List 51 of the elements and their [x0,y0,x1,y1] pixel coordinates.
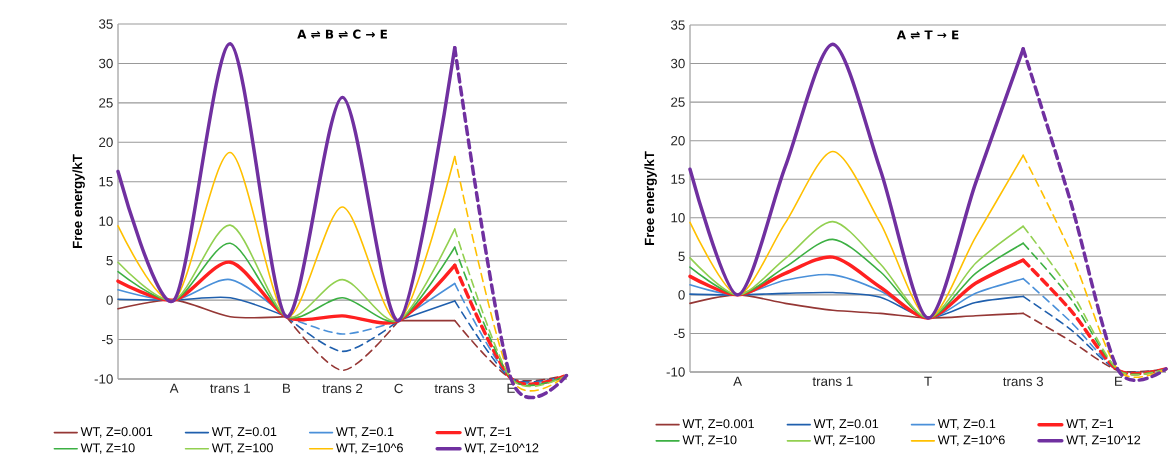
y-tick-label: 25 [671,97,685,107]
x-tick-label: C [394,383,403,394]
y-tick-label: 25 [99,98,113,108]
legend-label: WT, Z=1 [1066,419,1114,430]
x-tick-label: T [924,376,932,386]
legend-label: WT, Z=0.01 [813,419,879,430]
y-tick-label: 20 [99,137,113,148]
y-axis-title: Free energy/kT [72,154,85,249]
y-tick-label: -10 [94,374,113,384]
y-tick-label: 30 [670,58,685,69]
y-tick-label: 15 [671,174,685,184]
y-tick-label: 15 [99,177,113,187]
legend-label: WT, Z=100 [813,435,875,446]
y-tick-label: 30 [98,58,113,69]
legend-label: WT, Z=10^12 [1066,435,1141,446]
legend-label: WT, Z=0.001 [80,427,153,438]
x-tick-label: trans 1 [812,376,853,386]
x-tick-label: A [169,383,179,393]
y-tick-label: -5 [102,334,113,345]
y-tick-label: 35 [670,20,685,30]
y-tick-label: 0 [678,290,685,300]
chart-title: A ⇌ B ⇌ C → E [297,29,387,39]
y-tick-label: 35 [98,19,113,29]
x-tick-label: trans 3 [434,383,475,394]
x-tick-label: trans 3 [1003,376,1043,387]
legend-label: WT, Z=100 [211,443,273,454]
x-tick-label: B [283,383,291,393]
y-tick-label: 10 [671,213,685,223]
x-tick-label: trans 1 [210,383,250,393]
legend-label: WT, Z=0.001 [682,419,754,430]
x-tick-label: A [733,376,743,386]
chart-title: A ⇌ T → E [896,30,959,40]
legend-label: WT, Z=10 [80,443,135,454]
legend-label: WT, Z=0.1 [336,427,394,438]
legend-label: WT, Z=10^12 [464,443,539,454]
x-tick-label: E [1115,376,1123,386]
y-tick-label: 20 [671,135,685,146]
y-tick-label: 5 [106,256,113,266]
legend-label: WT, Z=0.01 [211,427,277,438]
legend-label: WT, Z=10^6 [336,443,403,454]
legend-label: WT, Z=10^6 [937,435,1005,446]
y-tick-label: 5 [678,251,685,261]
y-axis-title: Free energy/kT [644,151,657,246]
x-tick-label: trans 2 [322,383,363,394]
y-tick-label: 10 [99,216,113,226]
legend-label: WT, Z=0.1 [937,419,996,430]
legend-label: WT, Z=1 [464,427,512,438]
y-tick-label: -10 [666,367,685,377]
y-tick-label: 0 [106,295,113,305]
legend-label: WT, Z=10 [682,435,737,446]
y-tick-label: -5 [674,328,685,339]
